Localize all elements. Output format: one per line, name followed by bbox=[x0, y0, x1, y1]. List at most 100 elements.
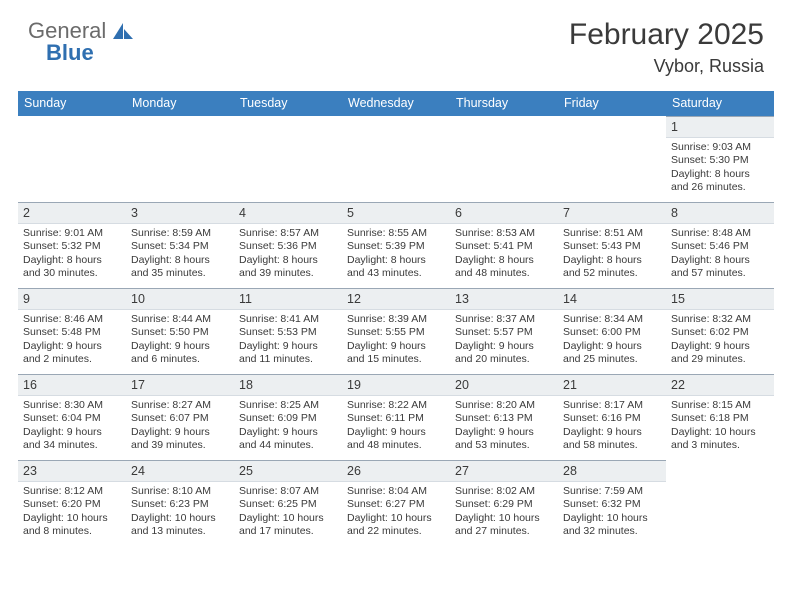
week-row: 2Sunrise: 9:01 AMSunset: 5:32 PMDaylight… bbox=[18, 202, 774, 288]
week-row: 1Sunrise: 9:03 AMSunset: 5:30 PMDaylight… bbox=[18, 116, 774, 202]
sunrise-line: Sunrise: 9:03 AM bbox=[671, 141, 769, 154]
day-body: Sunrise: 8:53 AMSunset: 5:41 PMDaylight:… bbox=[450, 224, 558, 285]
day-cell bbox=[126, 116, 234, 202]
sunrise-line: Sunrise: 8:59 AM bbox=[131, 227, 229, 240]
day-cell: 9 Sunrise: 8:46 AMSunset: 5:48 PMDaylight… bbox=[18, 288, 126, 374]
daylight-line: Daylight: 9 hours and 58 minutes. bbox=[563, 426, 661, 453]
sunset-line: Sunset: 5:39 PM bbox=[347, 240, 445, 253]
day-cell: 4Sunrise: 8:57 AMSunset: 5:36 PMDaylight… bbox=[234, 202, 342, 288]
day-number: 6 bbox=[450, 202, 558, 224]
daylight-line: Daylight: 8 hours and 39 minutes. bbox=[239, 254, 337, 281]
sunset-line: Sunset: 5:41 PM bbox=[455, 240, 553, 253]
sunset-line: Sunset: 6:29 PM bbox=[455, 498, 553, 511]
day-cell: 2Sunrise: 9:01 AMSunset: 5:32 PMDaylight… bbox=[18, 202, 126, 288]
day-cell: 12Sunrise: 8:39 AMSunset: 5:55 PMDayligh… bbox=[342, 288, 450, 374]
day-cell: 25 Sunrise: 8:07 AMSunset: 6:25 PMDayligh… bbox=[234, 460, 342, 546]
day-number: 19 bbox=[342, 374, 450, 396]
day-cell: 21Sunrise: 8:17 AMSunset: 6:16 PMDayligh… bbox=[558, 374, 666, 460]
daylight-line: Daylight: 8 hours and 35 minutes. bbox=[131, 254, 229, 281]
sunrise-line: Sunrise: 8:34 AM bbox=[563, 313, 661, 326]
day-number: 4 bbox=[234, 202, 342, 224]
day-number: 21 bbox=[558, 374, 666, 396]
day-number: 2 bbox=[18, 202, 126, 224]
sunset-line: Sunset: 5:32 PM bbox=[23, 240, 121, 253]
day-body: Sunrise: 8:51 AMSunset: 5:43 PMDaylight:… bbox=[558, 224, 666, 285]
day-body: Sunrise: 8:02 AMSunset: 6:29 PMDaylight:… bbox=[450, 482, 558, 543]
day-body: Sunrise: 8:22 AMSunset: 6:11 PMDaylight:… bbox=[342, 396, 450, 457]
day-cell bbox=[666, 460, 774, 546]
sunrise-line: Sunrise: 8:41 AM bbox=[239, 313, 337, 326]
day-cell: 19Sunrise: 8:22 AMSunset: 6:11 PMDayligh… bbox=[342, 374, 450, 460]
day-number: 3 bbox=[126, 202, 234, 224]
day-number: 10 bbox=[126, 288, 234, 310]
day-body: Sunrise: 8:20 AMSunset: 6:13 PMDaylight:… bbox=[450, 396, 558, 457]
day-cell bbox=[450, 116, 558, 202]
daylight-line: Daylight: 9 hours and 11 minutes. bbox=[239, 340, 337, 367]
daylight-line: Daylight: 9 hours and 29 minutes. bbox=[671, 340, 769, 367]
title-block: February 2025 Vybor, Russia bbox=[569, 18, 764, 77]
day-cell: 5Sunrise: 8:55 AMSunset: 5:39 PMDaylight… bbox=[342, 202, 450, 288]
day-cell: 17Sunrise: 8:27 AMSunset: 6:07 PMDayligh… bbox=[126, 374, 234, 460]
daylight-line: Daylight: 10 hours and 8 minutes. bbox=[23, 512, 121, 539]
sunrise-line: Sunrise: 8:20 AM bbox=[455, 399, 553, 412]
week-row: 16Sunrise: 8:30 AMSunset: 6:04 PMDayligh… bbox=[18, 374, 774, 460]
sunrise-line: Sunrise: 8:44 AM bbox=[131, 313, 229, 326]
sunrise-line: Sunrise: 8:37 AM bbox=[455, 313, 553, 326]
day-number: 17 bbox=[126, 374, 234, 396]
daylight-line: Daylight: 8 hours and 48 minutes. bbox=[455, 254, 553, 281]
sunrise-line: Sunrise: 8:07 AM bbox=[239, 485, 337, 498]
sunset-line: Sunset: 6:16 PM bbox=[563, 412, 661, 425]
daylight-line: Daylight: 10 hours and 13 minutes. bbox=[131, 512, 229, 539]
day-body: Sunrise: 8:30 AMSunset: 6:04 PMDaylight:… bbox=[18, 396, 126, 457]
day-number: 24 bbox=[126, 460, 234, 482]
dow-cell: Tuesday bbox=[234, 91, 342, 116]
day-number: 20 bbox=[450, 374, 558, 396]
day-number: 8 bbox=[666, 202, 774, 224]
daylight-line: Daylight: 9 hours and 34 minutes. bbox=[23, 426, 121, 453]
day-cell: 14Sunrise: 8:34 AMSunset: 6:00 PMDayligh… bbox=[558, 288, 666, 374]
daylight-line: Daylight: 8 hours and 30 minutes. bbox=[23, 254, 121, 281]
day-cell: 20Sunrise: 8:20 AMSunset: 6:13 PMDayligh… bbox=[450, 374, 558, 460]
sunrise-line: Sunrise: 8:22 AM bbox=[347, 399, 445, 412]
sunset-line: Sunset: 6:25 PM bbox=[239, 498, 337, 511]
sunrise-line: Sunrise: 8:46 AM bbox=[23, 313, 121, 326]
daylight-line: Daylight: 9 hours and 53 minutes. bbox=[455, 426, 553, 453]
sunset-line: Sunset: 5:55 PM bbox=[347, 326, 445, 339]
day-body: Sunrise: 8:10 AMSunset: 6:23 PMDaylight:… bbox=[126, 482, 234, 543]
sunset-line: Sunset: 5:48 PM bbox=[23, 326, 121, 339]
sunrise-line: Sunrise: 8:10 AM bbox=[131, 485, 229, 498]
day-body: Sunrise: 8:34 AMSunset: 6:00 PMDaylight:… bbox=[558, 310, 666, 371]
day-body: Sunrise: 8:48 AMSunset: 5:46 PMDaylight:… bbox=[666, 224, 774, 285]
sunset-line: Sunset: 5:36 PM bbox=[239, 240, 337, 253]
sunrise-line: Sunrise: 8:30 AM bbox=[23, 399, 121, 412]
sunrise-line: Sunrise: 8:53 AM bbox=[455, 227, 553, 240]
day-body: Sunrise: 8:57 AMSunset: 5:36 PMDaylight:… bbox=[234, 224, 342, 285]
day-body: Sunrise: 8:32 AMSunset: 6:02 PMDaylight:… bbox=[666, 310, 774, 371]
sunset-line: Sunset: 5:57 PM bbox=[455, 326, 553, 339]
sunset-line: Sunset: 5:46 PM bbox=[671, 240, 769, 253]
sunrise-line: Sunrise: 8:39 AM bbox=[347, 313, 445, 326]
daylight-line: Daylight: 9 hours and 39 minutes. bbox=[131, 426, 229, 453]
sunset-line: Sunset: 6:04 PM bbox=[23, 412, 121, 425]
day-number: 5 bbox=[342, 202, 450, 224]
day-cell bbox=[558, 116, 666, 202]
day-cell: 27Sunrise: 8:02 AMSunset: 6:29 PMDayligh… bbox=[450, 460, 558, 546]
day-body: Sunrise: 8:15 AMSunset: 6:18 PMDaylight:… bbox=[666, 396, 774, 457]
daylight-line: Daylight: 9 hours and 2 minutes. bbox=[23, 340, 121, 367]
sunset-line: Sunset: 6:27 PM bbox=[347, 498, 445, 511]
daylight-line: Daylight: 10 hours and 17 minutes. bbox=[239, 512, 337, 539]
day-body: Sunrise: 7:59 AMSunset: 6:32 PMDaylight:… bbox=[558, 482, 666, 543]
day-number: 25 bbox=[234, 460, 342, 482]
calendar: SundayMondayTuesdayWednesdayThursdayFrid… bbox=[18, 91, 774, 546]
day-cell: 10Sunrise: 8:44 AMSunset: 5:50 PMDayligh… bbox=[126, 288, 234, 374]
day-number: 7 bbox=[558, 202, 666, 224]
day-number: 9 bbox=[18, 288, 126, 310]
week-row: 9Sunrise: 8:46 AMSunset: 5:48 PMDaylight… bbox=[18, 288, 774, 374]
sunset-line: Sunset: 6:11 PM bbox=[347, 412, 445, 425]
sunrise-line: Sunrise: 8:48 AM bbox=[671, 227, 769, 240]
daylight-line: Daylight: 8 hours and 26 minutes. bbox=[671, 168, 769, 195]
day-body: Sunrise: 8:04 AMSunset: 6:27 PMDaylight:… bbox=[342, 482, 450, 543]
dow-cell: Sunday bbox=[18, 91, 126, 116]
day-body: Sunrise: 8:55 AMSunset: 5:39 PMDaylight:… bbox=[342, 224, 450, 285]
sunset-line: Sunset: 6:09 PM bbox=[239, 412, 337, 425]
